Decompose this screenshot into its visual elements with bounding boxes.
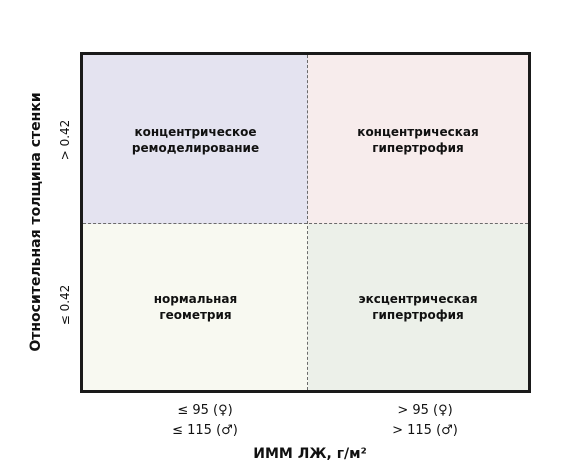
quadrant-label: концентрическая гипертрофия bbox=[357, 124, 478, 156]
y-tick-lower: ≤ 0.42 bbox=[58, 284, 72, 326]
quadrant-label: нормальная геометрия bbox=[154, 291, 238, 323]
x-tick-right: > 95 (♀) > 115 (♂) bbox=[365, 401, 485, 441]
quadrant-label-line: нормальная bbox=[153, 292, 238, 306]
x-tick-left: ≤ 95 (♀) ≤ 115 (♂) bbox=[145, 401, 265, 441]
horizontal-threshold-line bbox=[83, 223, 528, 224]
quadrant-label-line: гипертрофия bbox=[372, 140, 464, 155]
x-tick-line-female: ≤ 95 (♀) bbox=[177, 403, 233, 418]
quadrant-concentric-remodeling: концентрическое ремоделирование bbox=[83, 55, 308, 224]
y-axis-label: Относительная толщина стенки bbox=[28, 92, 44, 352]
vertical-threshold-line bbox=[307, 55, 308, 390]
classification-grid: концентрическое ремоделирование концентр… bbox=[80, 52, 531, 393]
quadrant-label: концентрическое ремоделирование bbox=[132, 124, 259, 156]
quadrant-label-line: эксцентрическая bbox=[358, 292, 478, 306]
x-axis-label: ИММ ЛЖ, г/м² bbox=[253, 446, 367, 462]
quadrant-label-line: геометрия bbox=[159, 308, 232, 322]
quadrant-label-line: гипертрофия bbox=[372, 308, 464, 322]
x-tick-line-male: > 115 (♂) bbox=[392, 423, 458, 438]
quadrant-normal-geometry: нормальная геометрия bbox=[83, 224, 308, 390]
quadrant-label-line: концентрическое bbox=[134, 124, 257, 139]
y-tick-upper: > 0.42 bbox=[58, 119, 72, 161]
quadrant-label: эксцентрическая гипертрофия bbox=[358, 291, 477, 323]
x-tick-line-male: ≤ 115 (♂) bbox=[172, 423, 238, 438]
quadrant-label-line: концентрическая bbox=[357, 124, 479, 139]
quadrant-label-line: ремоделирование bbox=[131, 140, 260, 155]
x-tick-line-female: > 95 (♀) bbox=[397, 403, 453, 418]
quadrant-eccentric-hypertrophy: эксцентрическая гипертрофия bbox=[308, 224, 528, 390]
quadrant-concentric-hypertrophy: концентрическая гипертрофия bbox=[308, 55, 528, 224]
